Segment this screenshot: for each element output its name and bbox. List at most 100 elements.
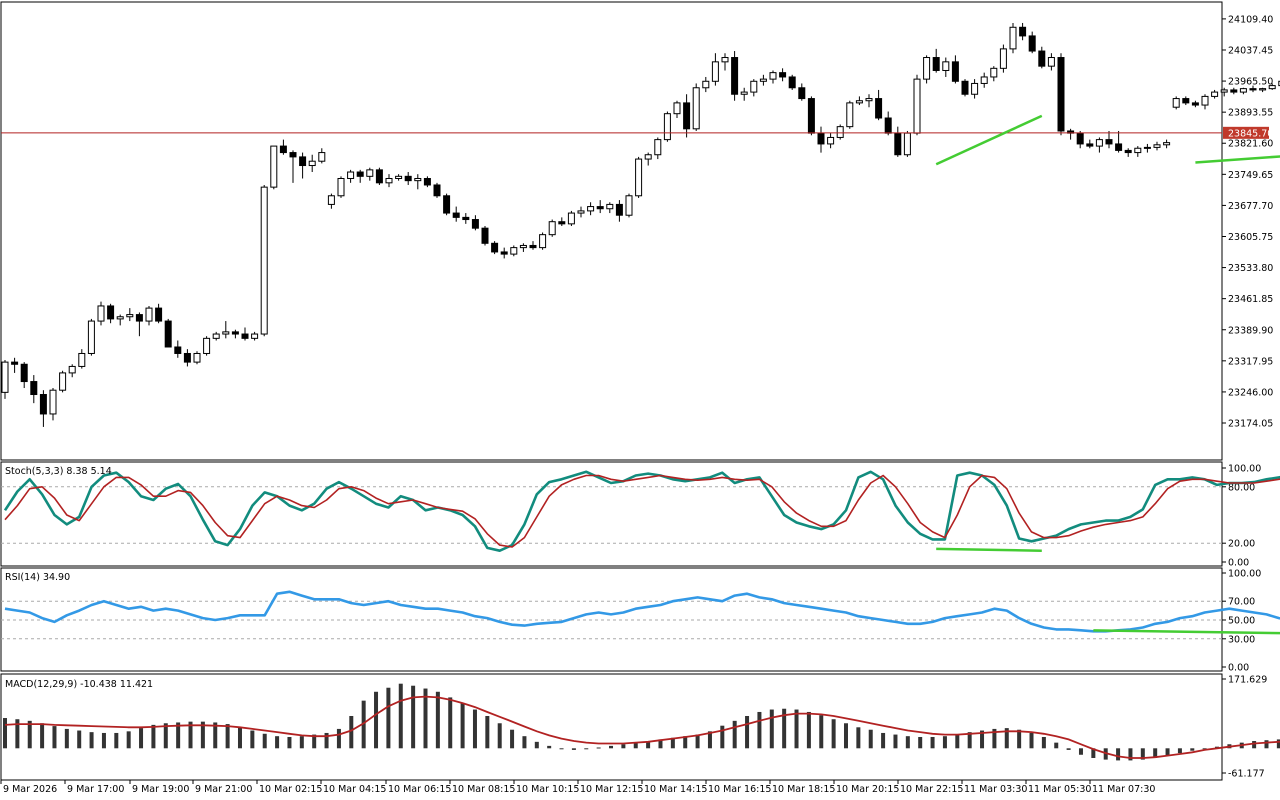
axis-tick-label: 100.00 [1228, 569, 1261, 580]
price-tick-label: 24037.45 [1228, 45, 1273, 56]
macd-bar [64, 728, 69, 749]
macd-bar [262, 733, 267, 749]
macd-bar [1017, 729, 1022, 749]
bear-candle [423, 177, 431, 186]
macd-bar [868, 729, 873, 749]
macd-bar [905, 736, 910, 749]
bull-candle [385, 177, 393, 184]
bull-candle [606, 203, 614, 210]
macd-bar [1252, 741, 1257, 749]
time-tick-label: 9 Mar 2026 [3, 784, 57, 795]
macd-bar [819, 715, 824, 749]
price-tick-label: 23533.80 [1228, 263, 1273, 274]
macd-bar [707, 731, 712, 749]
bull-candle [1278, 80, 1280, 87]
axis-tick-label: 171.629 [1228, 675, 1267, 686]
macd-bar [1054, 742, 1059, 749]
bull-candle [721, 57, 729, 63]
bear-candle [788, 76, 796, 89]
bull-candle [625, 195, 633, 216]
bear-candle [356, 171, 364, 177]
bull-candle [711, 61, 719, 82]
macd-bar [769, 709, 774, 749]
time-tick-label: 11 Mar 03:30 [964, 784, 1027, 795]
bull-candle [347, 171, 355, 179]
bull-candle [644, 154, 652, 160]
bear-candle [289, 152, 297, 158]
macd-bar [683, 736, 688, 749]
bull-candle [49, 389, 57, 415]
bull-candle [1259, 88, 1267, 91]
bull-candle [116, 316, 124, 320]
price-tick-label: 23461.85 [1228, 294, 1273, 305]
bull-candle [577, 210, 585, 214]
bear-candle [462, 216, 470, 221]
macd-bar [1128, 748, 1133, 761]
bear-candle [183, 352, 191, 363]
macd-bar [312, 734, 317, 749]
macd-bar [720, 725, 725, 749]
bear-candle [500, 251, 508, 255]
bull-candle [990, 67, 998, 78]
macd-bar [448, 697, 453, 749]
bull-candle [97, 305, 105, 322]
time-tick-label: 10 Mar 08:15 [452, 784, 515, 795]
macd-bar [522, 736, 527, 749]
time-tick-label: 10 Mar 22:15 [900, 784, 963, 795]
bull-candle [587, 206, 595, 212]
rsi-trend-line [1093, 629, 1280, 635]
macd-bar [237, 727, 242, 749]
bull-candle [308, 160, 316, 167]
bull-candle [1201, 95, 1209, 106]
macd-bar [176, 722, 181, 749]
bull-candle [270, 145, 278, 188]
macd-bar [77, 730, 82, 749]
bull-candle [769, 72, 777, 80]
bear-candle [1230, 89, 1238, 93]
price-tick-label: 23965.50 [1228, 77, 1273, 88]
bear-candle [1124, 149, 1132, 154]
price-tick-label: 23893.55 [1228, 108, 1273, 119]
bull-candle [865, 98, 873, 102]
price-tick-label: 23317.95 [1228, 356, 1273, 367]
bear-candle [155, 307, 163, 322]
time-tick-label: 9 Mar 17:00 [67, 784, 124, 795]
bull-candle [836, 126, 844, 138]
bear-candle [798, 87, 806, 100]
price-series [1, 22, 1280, 427]
macd-bar [1066, 748, 1071, 750]
macd-bar [806, 711, 811, 749]
time-tick-label: 10 Mar 04:15 [323, 784, 386, 795]
bull-candle [1172, 98, 1180, 108]
macd-bar [1078, 748, 1083, 755]
bull-candle [1, 361, 9, 393]
macd-signal-line [4, 695, 1280, 759]
bull-candle [750, 80, 758, 93]
bull-candle [519, 244, 527, 249]
time-tick-label: 10 Mar 20:15 [836, 784, 899, 795]
macd-bar [3, 718, 7, 749]
macd-bar [1140, 748, 1145, 760]
macd-bar [856, 727, 861, 749]
macd-bar [794, 709, 799, 749]
axis-tick-label: 30.00 [1228, 634, 1255, 645]
macd-bar [1165, 748, 1170, 756]
bear-candle [683, 102, 691, 130]
macd-bar [646, 741, 651, 749]
macd-bar [992, 728, 997, 749]
bull-candle [222, 331, 230, 335]
bear-candle [1191, 102, 1199, 106]
bear-candle [1038, 50, 1046, 67]
axis-tick-label: 50.00 [1228, 616, 1255, 627]
macd-bar [633, 742, 638, 749]
bear-candle [433, 184, 441, 197]
bear-candle [807, 98, 815, 134]
macd-bar [918, 736, 923, 749]
bull-candle [740, 91, 748, 95]
macd-bar [1116, 748, 1121, 761]
bear-candle [1115, 143, 1123, 151]
bear-candle [951, 61, 959, 82]
bull-candle [913, 78, 921, 134]
time-tick-label: 10 Mar 06:15 [388, 784, 451, 795]
